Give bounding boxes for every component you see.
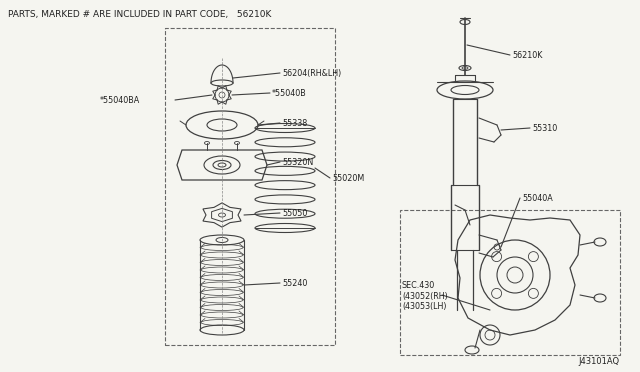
Text: (43052(RH): (43052(RH) xyxy=(402,292,448,301)
Text: J43101AQ: J43101AQ xyxy=(579,357,620,366)
Text: 55338: 55338 xyxy=(282,119,307,128)
Text: 55240: 55240 xyxy=(282,279,307,288)
Text: PARTS, MARKED # ARE INCLUDED IN PART CODE,   56210K: PARTS, MARKED # ARE INCLUDED IN PART COD… xyxy=(8,10,271,19)
Bar xyxy=(400,210,620,355)
Text: 55310: 55310 xyxy=(532,124,557,132)
Text: 55020M: 55020M xyxy=(332,173,364,183)
Text: 56204(RH&LH): 56204(RH&LH) xyxy=(282,68,341,77)
Text: (43053(LH): (43053(LH) xyxy=(402,302,447,311)
Text: 55040A: 55040A xyxy=(522,193,553,202)
Text: SEC.430: SEC.430 xyxy=(402,280,435,289)
Text: *55040BA: *55040BA xyxy=(100,96,140,105)
Bar xyxy=(165,28,335,345)
Text: 56210K: 56210K xyxy=(512,51,542,60)
Text: 55050: 55050 xyxy=(282,208,307,218)
Text: 55320N: 55320N xyxy=(282,157,313,167)
Text: *55040B: *55040B xyxy=(272,89,307,97)
